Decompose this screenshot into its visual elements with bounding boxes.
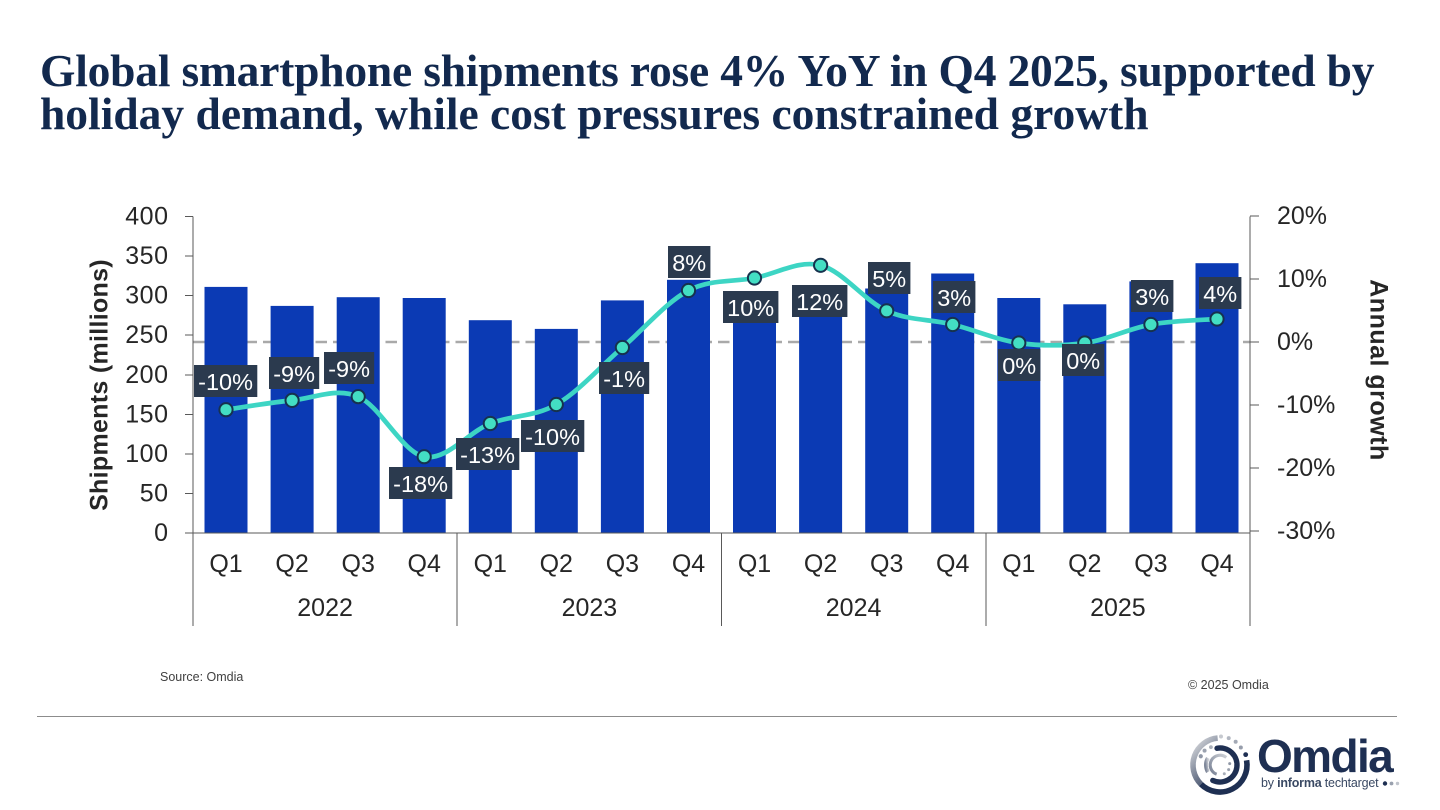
- svg-text:-9%: -9%: [328, 356, 370, 382]
- svg-text:0%: 0%: [1002, 353, 1036, 379]
- svg-text:0%: 0%: [1277, 328, 1313, 356]
- svg-text:Q1: Q1: [209, 550, 242, 578]
- svg-text:Q2: Q2: [275, 550, 308, 578]
- svg-text:12%: 12%: [796, 289, 843, 315]
- svg-text:Q4: Q4: [1200, 550, 1233, 578]
- svg-text:2025: 2025: [1090, 594, 1146, 622]
- svg-text:Q1: Q1: [738, 550, 771, 578]
- svg-text:Q3: Q3: [1134, 550, 1167, 578]
- svg-text:150: 150: [125, 400, 168, 428]
- svg-text:20%: 20%: [1277, 202, 1327, 230]
- svg-text:Q2: Q2: [804, 550, 837, 578]
- svg-text:300: 300: [125, 282, 168, 310]
- svg-text:0: 0: [154, 519, 168, 547]
- svg-text:2023: 2023: [562, 594, 618, 622]
- svg-text:100: 100: [125, 440, 168, 468]
- svg-text:Annual growth: Annual growth: [1365, 279, 1393, 460]
- svg-text:-13%: -13%: [460, 442, 515, 468]
- svg-text:10%: 10%: [1277, 265, 1327, 293]
- svg-text:-10%: -10%: [198, 369, 253, 395]
- svg-text:Q3: Q3: [870, 550, 903, 578]
- svg-text:0%: 0%: [1066, 348, 1100, 374]
- svg-text:400: 400: [125, 203, 168, 231]
- svg-text:Q2: Q2: [540, 550, 573, 578]
- svg-text:-30%: -30%: [1277, 517, 1335, 545]
- svg-text:Q3: Q3: [342, 550, 375, 578]
- svg-text:Shipments (millions): Shipments (millions): [86, 259, 114, 511]
- svg-text:3%: 3%: [937, 285, 971, 311]
- svg-text:Q4: Q4: [936, 550, 969, 578]
- svg-text:-10%: -10%: [525, 424, 580, 450]
- svg-text:350: 350: [125, 242, 168, 270]
- svg-text:5%: 5%: [872, 266, 906, 292]
- svg-text:50: 50: [140, 479, 169, 507]
- svg-text:2022: 2022: [297, 594, 353, 622]
- svg-text:4%: 4%: [1203, 281, 1237, 307]
- svg-text:Q2: Q2: [1068, 550, 1101, 578]
- svg-text:-9%: -9%: [273, 361, 315, 387]
- svg-text:Q1: Q1: [1002, 550, 1035, 578]
- svg-text:-20%: -20%: [1277, 454, 1335, 482]
- svg-text:250: 250: [125, 321, 168, 349]
- svg-text:8%: 8%: [672, 250, 706, 276]
- svg-text:2024: 2024: [826, 594, 882, 622]
- svg-text:-1%: -1%: [603, 366, 645, 392]
- svg-text:-18%: -18%: [393, 471, 448, 497]
- svg-text:Q3: Q3: [606, 550, 639, 578]
- svg-text:3%: 3%: [1135, 284, 1169, 310]
- svg-text:200: 200: [125, 361, 168, 389]
- svg-text:10%: 10%: [727, 295, 774, 321]
- svg-text:Q4: Q4: [672, 550, 705, 578]
- svg-text:Q4: Q4: [408, 550, 441, 578]
- svg-text:-10%: -10%: [1277, 391, 1335, 419]
- svg-text:Q1: Q1: [474, 550, 507, 578]
